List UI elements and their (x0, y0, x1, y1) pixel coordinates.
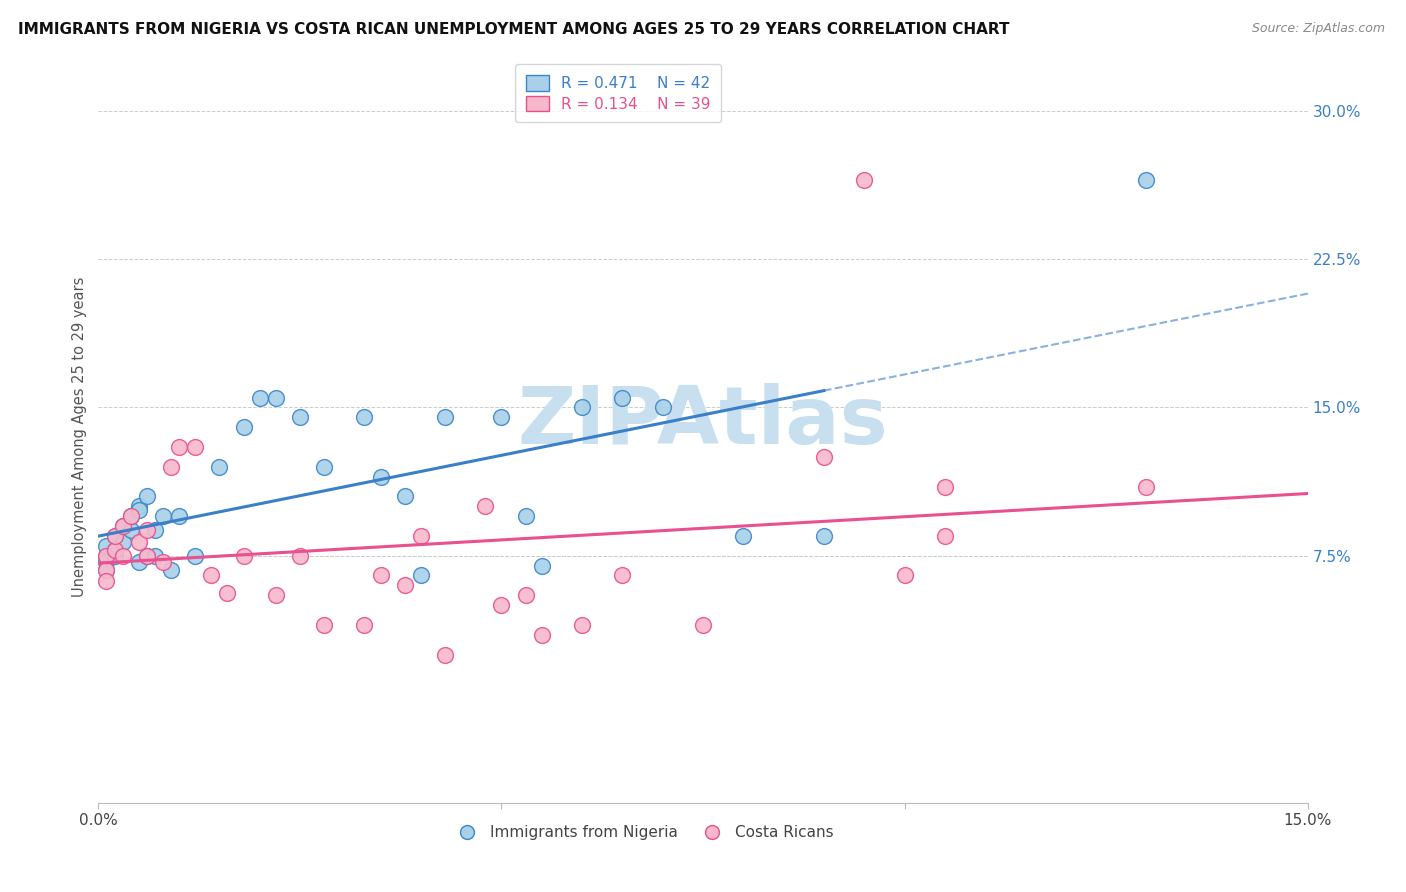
Point (103, 529, 125, 543)
Point (853, 173, 876, 187)
Point (120, 523, 142, 537)
Point (249, 391, 271, 405)
Point (143, 523, 166, 537)
Point (733, 529, 755, 543)
Point (530, 558, 553, 573)
Point (288, 410, 311, 425)
Point (120, 509, 142, 524)
Point (692, 618, 714, 632)
Point (813, 529, 835, 543)
Legend: Immigrants from Nigeria, Costa Ricans: Immigrants from Nigeria, Costa Ricans (446, 819, 839, 847)
Point (409, 568, 432, 582)
Point (409, 529, 432, 543)
Point (96, 562, 118, 576)
Point (120, 509, 142, 524)
Point (474, 500, 496, 514)
Point (143, 549, 166, 563)
Point (135, 549, 157, 563)
Point (96, 562, 118, 576)
Point (434, 648, 457, 662)
Point (184, 440, 207, 454)
Point (314, 618, 336, 632)
Point (612, 391, 634, 405)
Point (111, 519, 134, 533)
Point (314, 459, 336, 474)
Point (103, 542, 125, 557)
Y-axis label: Unemployment Among Ages 25 to 29 years: Unemployment Among Ages 25 to 29 years (72, 277, 87, 598)
Point (96, 539, 118, 553)
Point (571, 618, 593, 632)
Point (160, 459, 183, 474)
Point (370, 568, 392, 582)
Point (491, 598, 513, 612)
Point (152, 555, 174, 569)
Point (813, 450, 835, 464)
Point (264, 588, 287, 602)
Point (96, 549, 118, 563)
Point (167, 509, 190, 524)
Point (651, 401, 673, 415)
Point (934, 529, 956, 543)
Point (111, 534, 134, 549)
Point (288, 549, 311, 563)
Point (184, 549, 207, 563)
Point (1135, 479, 1157, 493)
Point (394, 489, 416, 503)
Point (103, 549, 125, 563)
Point (491, 410, 513, 425)
Point (1135, 173, 1157, 187)
Point (128, 555, 150, 569)
Point (353, 410, 375, 425)
Point (370, 469, 392, 483)
Point (111, 519, 134, 533)
Point (530, 628, 553, 642)
Point (217, 586, 239, 600)
Text: Source: ZipAtlas.com: Source: ZipAtlas.com (1251, 22, 1385, 36)
Point (934, 479, 956, 493)
Point (571, 401, 593, 415)
Point (135, 489, 157, 503)
Point (103, 542, 125, 557)
Point (160, 562, 183, 576)
Text: IMMIGRANTS FROM NIGERIA VS COSTA RICAN UNEMPLOYMENT AMONG AGES 25 TO 29 YEARS CO: IMMIGRANTS FROM NIGERIA VS COSTA RICAN U… (18, 22, 1010, 37)
Point (135, 549, 157, 563)
Point (128, 503, 150, 517)
Point (264, 391, 287, 405)
Point (96, 549, 118, 563)
Point (96, 574, 118, 589)
Point (128, 534, 150, 549)
Text: ZIPAtlas: ZIPAtlas (517, 384, 889, 461)
Point (208, 459, 231, 474)
Point (167, 440, 190, 454)
Point (353, 618, 375, 632)
Point (103, 529, 125, 543)
Point (135, 523, 157, 537)
Point (394, 578, 416, 592)
Point (128, 500, 150, 514)
Point (232, 420, 254, 434)
Point (612, 568, 634, 582)
Point (200, 568, 222, 582)
Point (96, 555, 118, 569)
Point (515, 588, 537, 602)
Point (111, 549, 134, 563)
Point (152, 509, 174, 524)
Point (232, 549, 254, 563)
Point (434, 410, 457, 425)
Point (893, 568, 915, 582)
Point (515, 509, 537, 524)
